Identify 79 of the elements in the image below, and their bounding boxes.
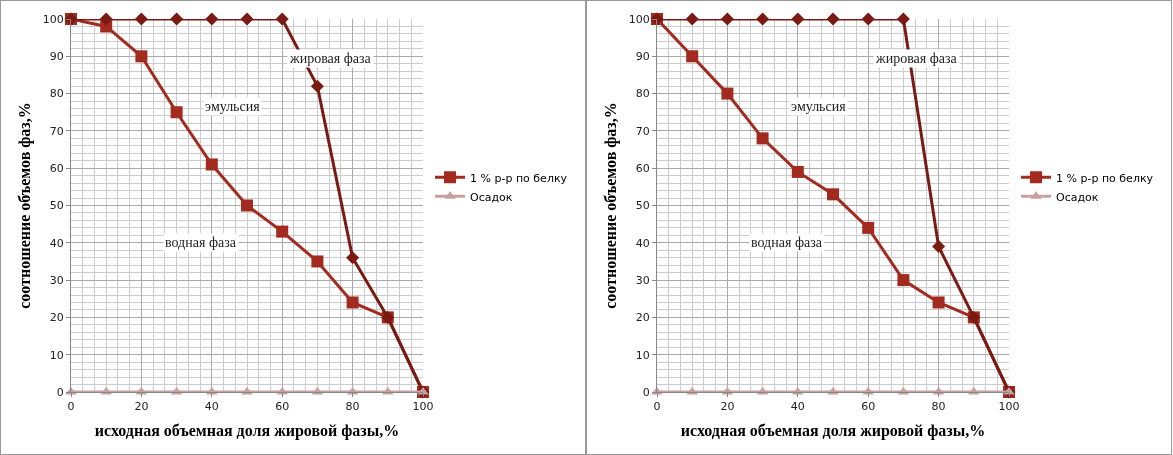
annotation: водная фаза: [165, 235, 237, 250]
y-tick-label: 60: [49, 162, 64, 176]
y-tick-label: 90: [49, 50, 64, 64]
y-tick-label: 80: [635, 87, 650, 101]
point: [756, 132, 769, 145]
annotation: эмульсия: [205, 99, 261, 114]
y-tick-label: 0: [56, 385, 64, 399]
y-tick-label: 30: [49, 273, 64, 287]
point: [205, 158, 218, 171]
point: [686, 50, 699, 63]
y-tick-label: 100: [628, 12, 650, 26]
point: [685, 12, 699, 26]
y-axis-title: соотношение объемов фаз,%: [15, 102, 34, 309]
point: [791, 12, 805, 26]
x-axis-title: исходная объемная доля жировой фазы,%: [680, 421, 986, 440]
x-tick-label: 0: [653, 400, 661, 414]
y-tick-label: 50: [49, 199, 64, 213]
x-tick-label: 40: [790, 400, 805, 414]
x-axis-title: исходная объемная доля жировой фазы,%: [94, 421, 400, 440]
point: [827, 188, 839, 201]
y-tick-label: 0: [642, 385, 650, 399]
x-tick-label: 60: [861, 400, 876, 414]
x-tick-label: 20: [134, 400, 149, 414]
point: [205, 12, 219, 26]
y-tick-label: 10: [635, 348, 650, 362]
point: [240, 12, 254, 26]
point: [826, 12, 840, 26]
legend-label: Осадок: [1056, 190, 1099, 204]
y-tick-label: 70: [49, 124, 64, 138]
point: [311, 255, 324, 268]
point: [241, 199, 253, 212]
point: [862, 221, 875, 234]
annotation: жировая фаза: [289, 51, 372, 66]
point: [99, 12, 113, 26]
y-tick-label: 20: [635, 311, 650, 325]
x-tick-label: 20: [720, 400, 735, 414]
point: [135, 50, 148, 63]
x-tick-label: 100: [998, 400, 1020, 414]
x-tick-label: 0: [67, 400, 75, 414]
point: [756, 12, 770, 26]
y-axis-title: соотношение объемов фаз,%: [601, 102, 620, 309]
point: [897, 274, 910, 287]
point: [170, 12, 184, 26]
point: [346, 296, 359, 309]
x-tick-label: 60: [275, 400, 290, 414]
y-tick-label: 40: [49, 236, 64, 250]
y-tick-label: 50: [635, 199, 650, 213]
point: [721, 87, 734, 100]
point: [310, 79, 324, 93]
point: [932, 240, 946, 254]
point: [896, 12, 910, 26]
y-tick-label: 80: [49, 87, 64, 101]
y-tick-label: 70: [635, 124, 650, 138]
point: [861, 12, 875, 26]
annotation: жировая фаза: [875, 51, 958, 66]
x-tick-label: 100: [412, 400, 434, 414]
y-tick-label: 90: [635, 50, 650, 64]
annotation: водная фаза: [751, 235, 823, 250]
point: [276, 225, 289, 238]
legend-label: 1 % р-р по белку: [470, 171, 568, 185]
point: [346, 251, 360, 265]
y-tick-label: 60: [635, 162, 650, 176]
y-tick-label: 10: [49, 348, 64, 362]
legend-label: 1 % р-р по белку: [1056, 171, 1154, 185]
point: [134, 12, 148, 26]
point: [720, 12, 734, 26]
y-tick-label: 20: [49, 311, 64, 325]
point: [791, 165, 804, 178]
legend-label: Осадок: [470, 190, 513, 204]
point: [170, 106, 183, 119]
annotation: эмульсия: [791, 99, 847, 114]
x-tick-label: 80: [345, 400, 360, 414]
y-tick-label: 100: [42, 12, 64, 26]
x-tick-label: 80: [931, 400, 946, 414]
point: [932, 296, 945, 309]
point: [275, 12, 289, 26]
x-tick-label: 40: [204, 400, 219, 414]
y-tick-label: 40: [635, 236, 650, 250]
y-tick-label: 30: [635, 273, 650, 287]
